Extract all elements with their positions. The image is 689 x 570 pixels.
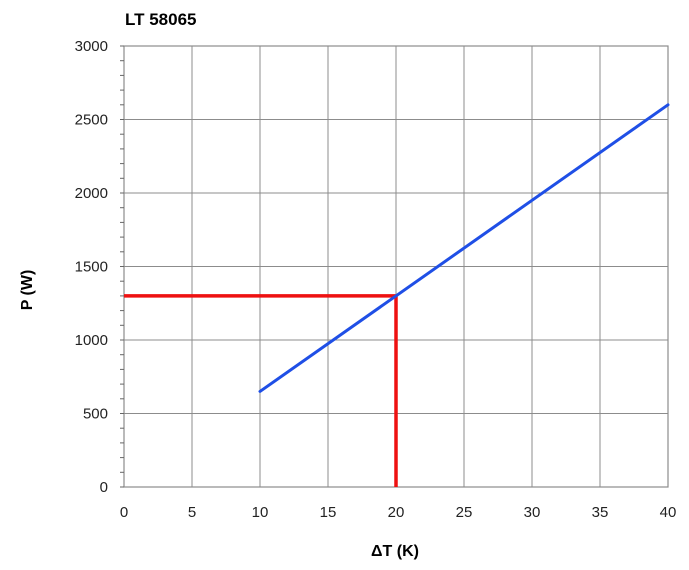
x-tick-label: 15 (320, 504, 337, 521)
y-axis-label: P (W) (19, 270, 36, 311)
x-tick-label: 25 (456, 504, 473, 521)
series-layer (258, 103, 670, 393)
y-tick-label: 3000 (75, 38, 108, 55)
y-tick-label: 0 (100, 479, 108, 496)
x-tick-label: 10 (252, 504, 269, 521)
series-line (258, 103, 670, 393)
y-tick-label: 1000 (75, 332, 108, 349)
x-tick-label: 20 (388, 504, 405, 521)
x-tick-labels: 0 5 10 15 20 25 30 35 40 (120, 504, 677, 521)
y-tick-label: 500 (83, 406, 108, 423)
x-tick-label: 35 (592, 504, 609, 521)
y-tick-labels: 0 500 1000 1500 2000 2500 3000 (75, 38, 108, 496)
x-tick-label: 0 (120, 504, 128, 521)
x-tick-label: 5 (188, 504, 196, 521)
x-tick-label: 30 (524, 504, 541, 521)
x-tick-label: 40 (660, 504, 677, 521)
y-tick-label: 2000 (75, 185, 108, 202)
y-minor-ticks (120, 45, 124, 488)
x-axis-label: ΔT (K) (371, 543, 419, 560)
y-tick-label: 1500 (75, 259, 108, 276)
chart-title: LT 58065 (125, 10, 197, 29)
reference-lines (124, 294, 398, 487)
y-tick-label: 2500 (75, 112, 108, 129)
grid (123, 45, 669, 488)
